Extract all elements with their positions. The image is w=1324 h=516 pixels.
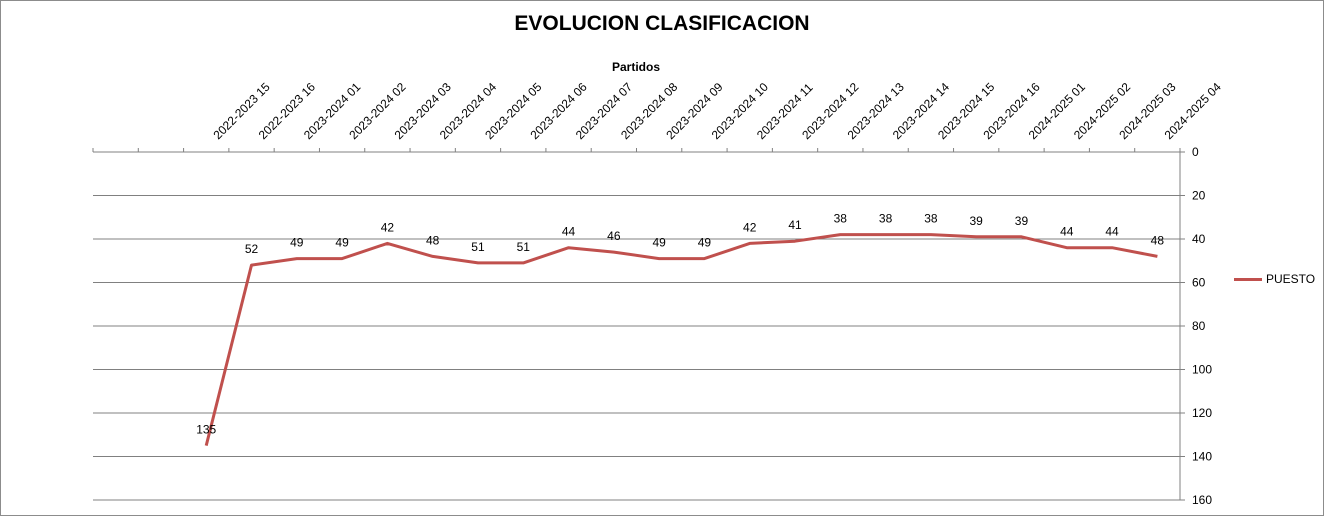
data-label: 38 bbox=[879, 212, 893, 226]
data-label: 49 bbox=[698, 236, 712, 250]
data-label: 44 bbox=[1060, 225, 1074, 239]
data-label: 51 bbox=[517, 240, 531, 254]
data-label: 44 bbox=[1105, 225, 1119, 239]
y-tick-label: 0 bbox=[1192, 145, 1199, 159]
legend-label: PUESTO bbox=[1266, 272, 1316, 286]
data-label: 38 bbox=[924, 212, 938, 226]
y-tick-label: 40 bbox=[1192, 232, 1206, 246]
y-tick-label: 160 bbox=[1192, 493, 1212, 507]
data-label: 135 bbox=[196, 423, 216, 437]
y-tick-label: 60 bbox=[1192, 276, 1206, 290]
x-axis-title: Partidos bbox=[611, 60, 660, 74]
data-label: 44 bbox=[562, 225, 576, 239]
data-label: 52 bbox=[245, 242, 259, 256]
y-tick-label: 120 bbox=[1192, 406, 1212, 420]
data-label: 38 bbox=[834, 212, 848, 226]
data-label: 41 bbox=[788, 218, 802, 232]
data-label: 48 bbox=[426, 233, 440, 247]
legend: PUESTO bbox=[1234, 272, 1315, 286]
data-label: 42 bbox=[381, 220, 395, 234]
data-label: 42 bbox=[743, 220, 757, 234]
legend-swatch bbox=[1234, 277, 1262, 281]
y-tick-label: 100 bbox=[1192, 363, 1212, 377]
y-tick-label: 140 bbox=[1192, 450, 1212, 464]
data-label: 49 bbox=[652, 236, 666, 250]
data-label: 39 bbox=[1015, 214, 1029, 228]
series-line-puesto bbox=[204, 233, 1158, 446]
y-tick-label: 20 bbox=[1192, 189, 1206, 203]
chart-title: EVOLUCION CLASIFICACION bbox=[514, 12, 810, 35]
data-label: 49 bbox=[335, 236, 349, 250]
data-label: 49 bbox=[290, 236, 304, 250]
data-label: 48 bbox=[1151, 233, 1165, 247]
data-label: 46 bbox=[607, 229, 621, 243]
data-label: 39 bbox=[970, 214, 984, 228]
y-tick-label: 80 bbox=[1192, 319, 1206, 333]
data-label: 51 bbox=[471, 240, 485, 254]
